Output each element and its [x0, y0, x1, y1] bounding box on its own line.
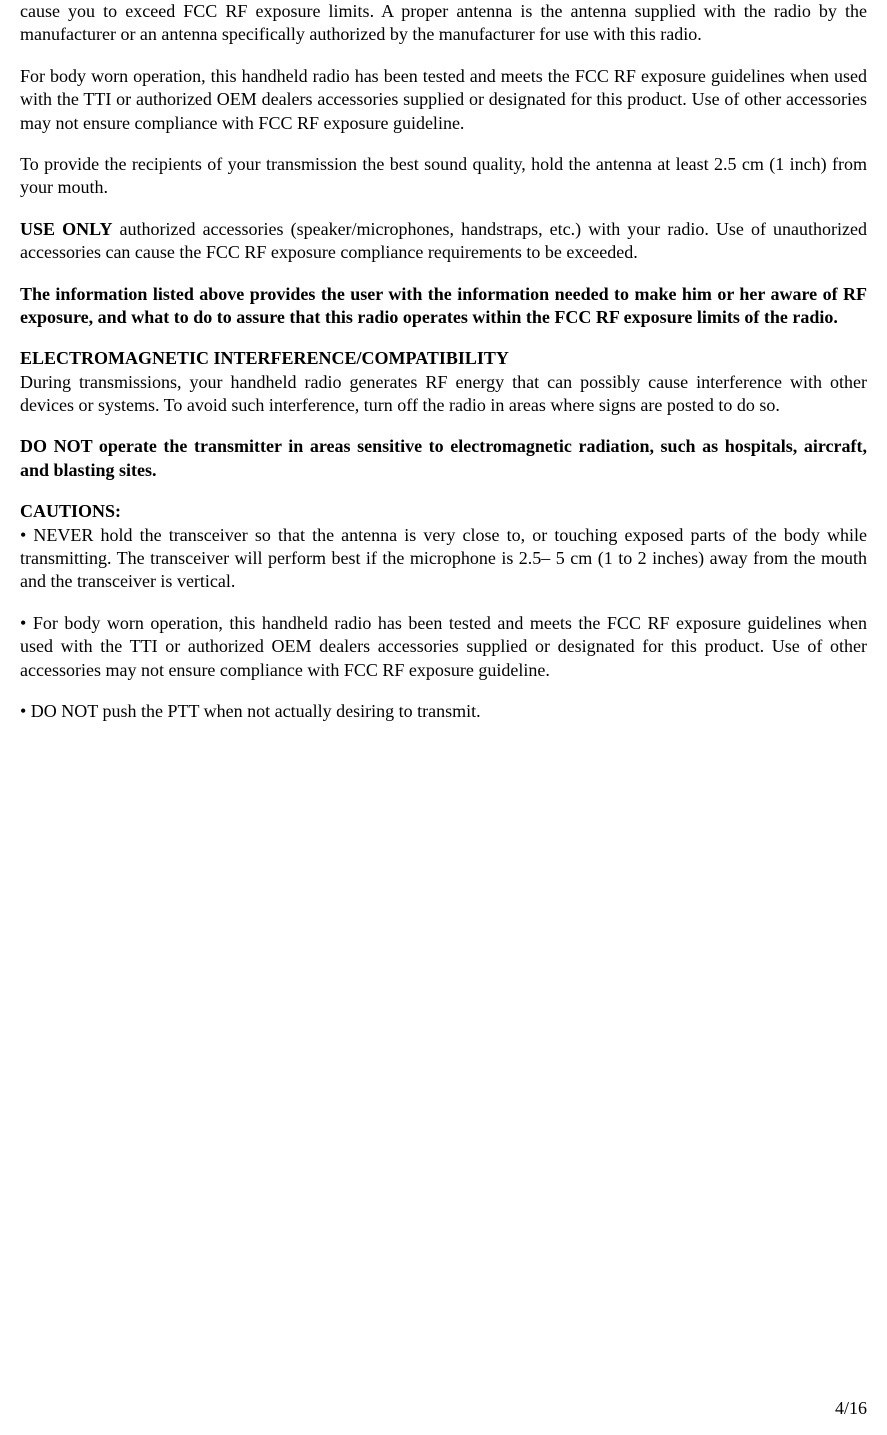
- paragraph-emi: During transmissions, your handheld radi…: [20, 371, 867, 418]
- paragraph-soundquality: To provide the recipients of your transm…: [20, 153, 867, 200]
- paragraph-useonly: USE ONLY authorized accessories (speaker…: [20, 218, 867, 265]
- paragraph-bodyworn1: For body worn operation, this handheld r…: [20, 65, 867, 135]
- caution-bullet-2: • For body worn operation, this handheld…: [20, 612, 867, 682]
- heading-cautions: CAUTIONS:: [20, 500, 867, 523]
- paragraph-summary: The information listed above provides th…: [20, 283, 867, 330]
- page-number: 4/16: [835, 1397, 867, 1420]
- useonly-bold: USE ONLY: [20, 219, 112, 239]
- useonly-rest: authorized accessories (speaker/micropho…: [20, 219, 867, 262]
- caution-bullet-1: • NEVER hold the transceiver so that the…: [20, 524, 867, 594]
- caution-bullet-3: • DO NOT push the PTT when not actually …: [20, 700, 867, 723]
- paragraph-donot: DO NOT operate the transmitter in areas …: [20, 435, 867, 482]
- paragraph-antenna: cause you to exceed FCC RF exposure limi…: [20, 0, 867, 47]
- heading-emi: ELECTROMAGNETIC INTERFERENCE/COMPATIBILI…: [20, 347, 867, 370]
